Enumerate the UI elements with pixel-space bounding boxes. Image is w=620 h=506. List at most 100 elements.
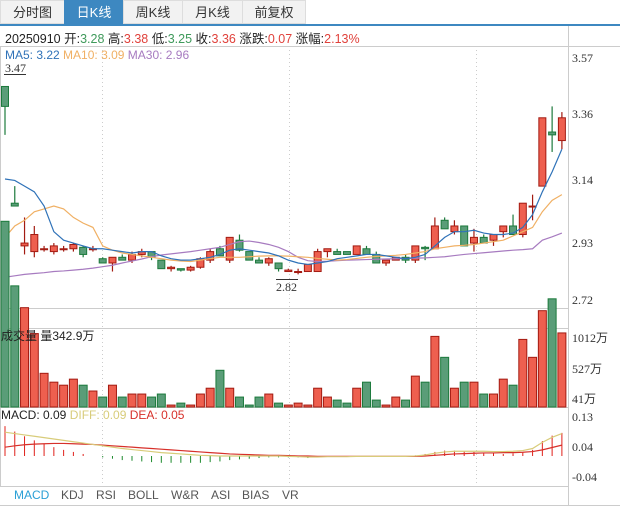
candle-body xyxy=(30,234,39,253)
volume-bar xyxy=(293,402,303,408)
candle-body xyxy=(333,251,342,255)
candle-body xyxy=(235,239,244,251)
volume-bar xyxy=(283,404,293,408)
indicator-tab-vr[interactable]: VR xyxy=(282,488,299,502)
volume-bar xyxy=(244,404,254,408)
candle-body xyxy=(245,251,254,261)
volume-bar xyxy=(303,404,313,408)
open-value: 3.28 xyxy=(80,32,105,46)
candle-body xyxy=(40,248,49,251)
volume-bar xyxy=(78,384,88,408)
min-price-label: 2.82 xyxy=(276,280,297,294)
candle-body xyxy=(460,225,469,247)
macd-value: MACD: 0.09 xyxy=(1,408,67,422)
volume-bar xyxy=(254,396,264,408)
price-tick: 3.36 xyxy=(572,107,593,121)
volume-bar xyxy=(498,378,508,408)
ma5-value: MA5: 3.22 xyxy=(5,48,60,62)
volume-bar xyxy=(381,404,391,408)
candle-body xyxy=(528,205,537,208)
macd-tick: -0.04 xyxy=(572,470,597,484)
indicator-tab-bias[interactable]: BIAS xyxy=(242,488,270,502)
volume-bar xyxy=(98,396,108,408)
volume-bar xyxy=(449,387,459,408)
volume-bar xyxy=(166,404,176,408)
candle-body xyxy=(10,202,19,207)
volume-bar xyxy=(0,220,10,408)
volume-bar xyxy=(59,384,69,408)
tab-daily-k[interactable]: 日K线 xyxy=(64,0,124,24)
candle-body xyxy=(274,262,283,270)
tab-forward-adjust[interactable]: 前复权 xyxy=(242,0,306,24)
candle-body xyxy=(176,268,185,271)
ma-legend: MA5: 3.22 MA10: 3.09 MA30: 2.96 xyxy=(5,48,189,62)
volume-bar xyxy=(420,381,430,408)
volume-bar xyxy=(332,399,342,408)
volume-bar xyxy=(528,356,538,408)
chart-tabs: 分时图 日K线 周K线 月K线 前复权 xyxy=(0,0,620,26)
volume-bar xyxy=(440,356,450,408)
tab-weekly-k[interactable]: 周K线 xyxy=(123,0,183,24)
indicator-tab-kdj[interactable]: KDJ xyxy=(61,488,84,502)
tab-intraday[interactable]: 分时图 xyxy=(0,0,65,24)
candle-body xyxy=(440,219,449,230)
volume-bar xyxy=(459,381,469,408)
date: 20250910 xyxy=(5,32,61,46)
price-tick: 2.72 xyxy=(572,293,593,307)
volume-bar xyxy=(39,372,49,408)
candle-body xyxy=(450,225,459,233)
ma-lines xyxy=(4,148,563,278)
candle-body xyxy=(264,258,273,264)
volume-bar xyxy=(371,399,381,408)
dea-value: DEA: 0.05 xyxy=(130,408,185,422)
ohlc-info: 20250910 开:3.28 高:3.38 低:3.25 收:3.36 涨跌:… xyxy=(5,28,360,47)
macd-tick: 0.04 xyxy=(572,440,593,454)
volume-bar xyxy=(537,310,547,408)
macd-tick: 0.13 xyxy=(572,410,593,424)
dea-line xyxy=(4,442,563,457)
volume-bar xyxy=(20,307,30,408)
volume-bar xyxy=(274,402,284,408)
volume-bar xyxy=(137,393,147,408)
indicator-tab-macd[interactable]: MACD xyxy=(14,488,50,502)
volume-bar xyxy=(264,393,274,408)
candle-body xyxy=(225,236,234,261)
candle-body xyxy=(108,256,117,264)
candle-body xyxy=(98,258,107,264)
volume-bar xyxy=(10,285,20,408)
volume-bar xyxy=(361,381,371,408)
volume-tick: 1012万 xyxy=(572,331,608,345)
indicator-tab-asi[interactable]: ASI xyxy=(211,488,231,502)
candle-body xyxy=(186,266,195,271)
volume-bar xyxy=(68,378,78,408)
change-value: 0.07 xyxy=(267,32,293,46)
pct-value: 2.13% xyxy=(324,32,360,46)
volume-bar xyxy=(234,396,244,408)
candle-body xyxy=(518,202,527,236)
indicator-tab-boll[interactable]: BOLL xyxy=(128,488,159,502)
ma5-line xyxy=(4,148,563,266)
volume-bar xyxy=(547,298,557,408)
close-value: 3.36 xyxy=(211,32,236,46)
candle-body xyxy=(59,248,68,251)
volume-title: 成交量 量342.9万 xyxy=(1,328,94,343)
low-value: 3.25 xyxy=(167,32,193,46)
diff-value: DIFF: 0.09 xyxy=(70,408,127,422)
volume-bar xyxy=(391,396,401,408)
price-tick: 2.93 xyxy=(572,236,593,250)
volume-bar xyxy=(342,402,352,408)
candle-body xyxy=(382,259,391,264)
indicator-tab-rsi[interactable]: RSI xyxy=(96,488,117,502)
price-tick: 3.14 xyxy=(572,173,593,187)
volume-bar xyxy=(479,393,489,408)
indicator-tab-wr[interactable]: W&R xyxy=(171,488,199,502)
candle-body xyxy=(1,85,9,107)
low-label: 低: xyxy=(151,32,168,46)
candle-body xyxy=(538,117,547,187)
candle-body xyxy=(499,225,508,233)
candle-body xyxy=(489,234,498,241)
volume-bar xyxy=(147,396,157,408)
ma30-line xyxy=(4,232,563,278)
candle-body xyxy=(255,259,264,264)
